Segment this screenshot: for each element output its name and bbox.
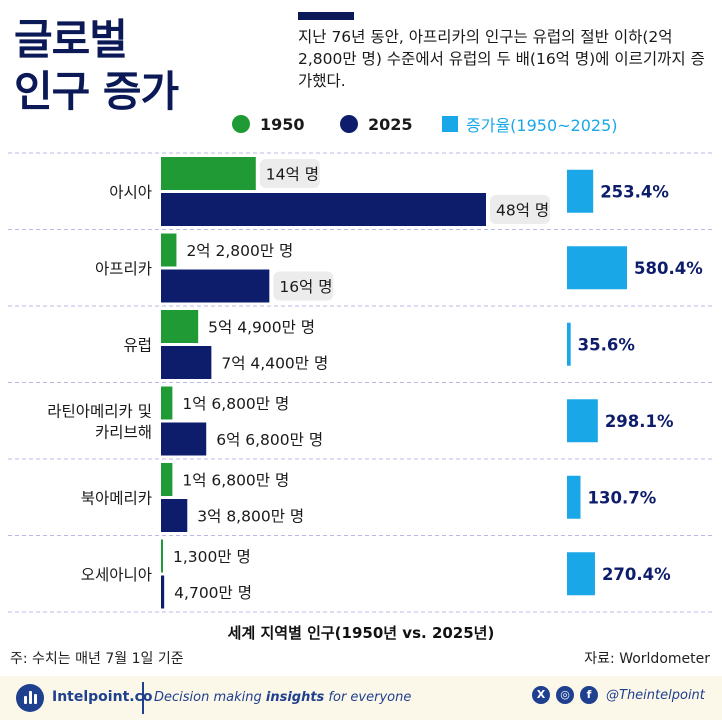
facebook-icon[interactable]: f [580, 686, 598, 704]
legend-label-1950: 1950 [260, 114, 305, 134]
value-highlight [259, 159, 320, 188]
tagline-post: for everyone [324, 690, 412, 705]
population-chart: 아시아 14억 명 48억 명 253.4% 아프리카 2억 2,800만 명 16억 명 5… [8, 152, 714, 613]
source: 자료: Worldometer [584, 651, 710, 667]
category-label: 유럽 [123, 336, 152, 354]
growth-bar [567, 399, 598, 443]
legend-dot-1950 [232, 115, 250, 133]
legend-item-2025: 2025 [340, 112, 413, 136]
legend-item-1950: 1950 [232, 112, 305, 136]
legend-square-rate [442, 116, 458, 132]
bar-2025 [161, 499, 188, 532]
instagram-icon[interactable]: ◎ [556, 686, 574, 704]
growth-label: 298.1% [605, 412, 674, 431]
value-label: 1,300만 명 [173, 548, 251, 566]
growth-label: 130.7% [588, 488, 657, 507]
growth-bar [567, 169, 594, 213]
bar-2025 [161, 269, 270, 303]
category-label: 카리브해 [95, 423, 152, 441]
category-label: 아프리카 [95, 260, 152, 278]
value-label: 7억 4,400만 명 [221, 355, 328, 373]
subtitle: 지난 76년 동안, 아프리카의 인구는 유럽의 절반 이하(2억 2,800만… [298, 28, 705, 90]
bar-1950 [161, 157, 256, 190]
growth-label: 580.4% [634, 259, 703, 278]
growth-label: 270.4% [602, 565, 671, 584]
value-highlight [273, 271, 334, 301]
accent-bar [298, 12, 354, 20]
social-links: X ◎ f @Theintelpoint [532, 686, 705, 704]
tagline-pre: Decision making [154, 690, 266, 705]
value-label: 2억 2,800만 명 [186, 242, 293, 260]
tagline: Decision making insights for everyone [154, 690, 411, 705]
value-highlight [490, 195, 550, 224]
legend-label-rate: 증가율(1950~2025) [466, 116, 618, 135]
bar-1950 [161, 539, 163, 573]
value-label: 1억 6,800만 명 [182, 395, 289, 413]
bar-2025 [161, 575, 165, 609]
value-label: 6억 6,800만 명 [216, 431, 323, 449]
brand-logo-icon [16, 684, 44, 712]
category-label: 라틴아메리카 및 [47, 402, 152, 420]
bar-1950 [161, 463, 173, 496]
bar-2025 [161, 193, 486, 226]
social-handle[interactable]: @Theintelpoint [606, 687, 705, 703]
footer-divider [142, 682, 144, 714]
value-label: 1억 6,800만 명 [182, 472, 289, 490]
value-label: 16억 명 [279, 278, 332, 296]
title-line-1: 글로벌 [14, 15, 128, 64]
category-label: 북아메리카 [81, 489, 152, 507]
page-title: 글로벌 인구 증가 [14, 14, 179, 118]
bar-1950 [161, 386, 173, 420]
category-label: 아시아 [109, 183, 152, 201]
value-label: 5억 4,900만 명 [208, 319, 315, 337]
growth-bar [567, 475, 581, 519]
growth-label: 35.6% [578, 335, 636, 354]
bar-1950 [161, 233, 177, 267]
growth-bar [567, 246, 627, 290]
legend-label-2025: 2025 [368, 114, 413, 134]
x-icon[interactable]: X [532, 686, 550, 704]
tagline-bold: insights [265, 690, 325, 705]
footnote: 주: 수치는 매년 7월 1일 기준 [10, 651, 184, 667]
bar-2025 [161, 422, 207, 456]
value-label: 3억 8,800만 명 [197, 508, 304, 526]
value-label: 14억 명 [266, 166, 319, 184]
value-label: 48억 명 [496, 202, 549, 220]
brand-name[interactable]: Intelpoint.co [52, 689, 153, 705]
growth-label: 253.4% [600, 182, 669, 201]
bar-1950 [161, 310, 199, 343]
bar-2025 [161, 346, 212, 379]
chart-title: 세계 지역별 인구(1950년 vs. 2025년) [227, 624, 495, 642]
value-label: 4,700만 명 [174, 584, 252, 602]
category-label: 오세아니아 [81, 566, 152, 584]
growth-bar [567, 552, 595, 596]
legend-item-rate: 증가율(1950~2025) [442, 112, 618, 136]
footer: Intelpoint.co Decision making insights f… [0, 676, 722, 720]
title-line-2: 인구 증가 [14, 67, 179, 116]
growth-bar [567, 322, 571, 366]
legend-dot-2025 [340, 115, 358, 133]
